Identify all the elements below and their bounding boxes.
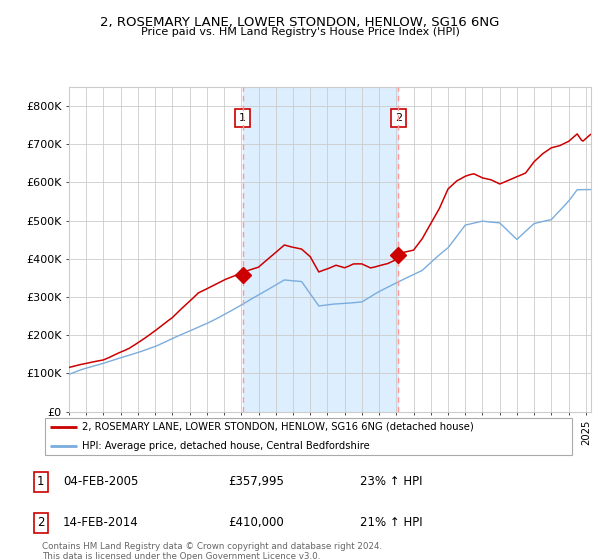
Text: 2, ROSEMARY LANE, LOWER STONDON, HENLOW, SG16 6NG: 2, ROSEMARY LANE, LOWER STONDON, HENLOW,… bbox=[100, 16, 500, 29]
Text: Contains HM Land Registry data © Crown copyright and database right 2024.
This d: Contains HM Land Registry data © Crown c… bbox=[42, 542, 382, 560]
Text: HPI: Average price, detached house, Central Bedfordshire: HPI: Average price, detached house, Cent… bbox=[82, 441, 370, 451]
Text: 14-FEB-2014: 14-FEB-2014 bbox=[63, 516, 139, 529]
Text: 2, ROSEMARY LANE, LOWER STONDON, HENLOW, SG16 6NG (detached house): 2, ROSEMARY LANE, LOWER STONDON, HENLOW,… bbox=[82, 422, 474, 432]
Text: 1: 1 bbox=[37, 475, 44, 488]
Text: £357,995: £357,995 bbox=[228, 475, 284, 488]
Text: 23% ↑ HPI: 23% ↑ HPI bbox=[360, 475, 422, 488]
FancyBboxPatch shape bbox=[44, 418, 572, 455]
Text: 04-FEB-2005: 04-FEB-2005 bbox=[63, 475, 139, 488]
Text: 2: 2 bbox=[395, 113, 402, 123]
Text: 2: 2 bbox=[37, 516, 44, 529]
Text: 21% ↑ HPI: 21% ↑ HPI bbox=[360, 516, 422, 529]
Text: 1: 1 bbox=[239, 113, 247, 123]
Bar bbox=[243, 87, 398, 412]
Text: £410,000: £410,000 bbox=[228, 516, 284, 529]
Text: Price paid vs. HM Land Registry's House Price Index (HPI): Price paid vs. HM Land Registry's House … bbox=[140, 27, 460, 37]
